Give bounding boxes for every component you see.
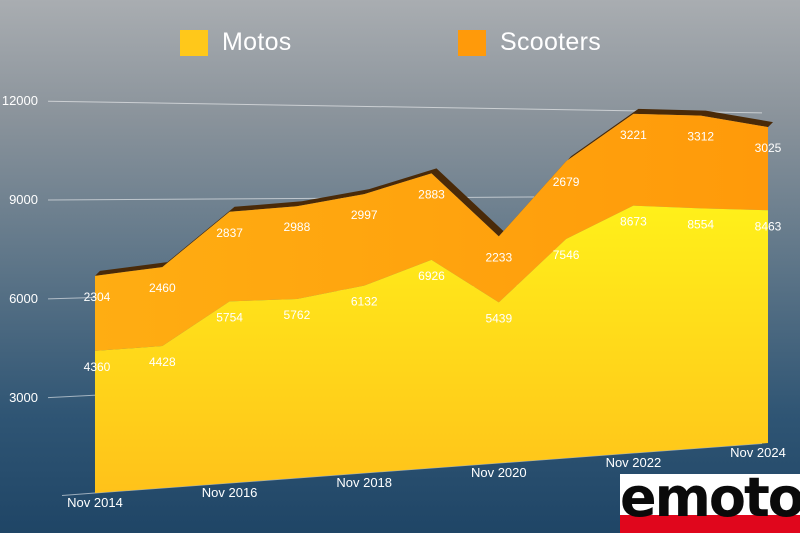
data-label-scooters: 2997 (351, 208, 378, 222)
data-label-scooters: 2460 (149, 281, 176, 295)
data-label-motos: 5762 (284, 308, 311, 322)
legend-label-scooters: Scooters (500, 28, 602, 56)
scooters-area (95, 113, 768, 351)
data-label-motos: 8554 (687, 217, 714, 231)
y-tick-label-9000: 9000 (9, 192, 38, 207)
data-label-motos: 8673 (620, 215, 647, 229)
data-label-motos: 5754 (216, 310, 243, 324)
legend-item-scooters: Scooters (458, 28, 601, 57)
x-tick-label: Nov 2024 (730, 445, 786, 460)
legend-swatch-scooters (458, 29, 486, 56)
data-label-motos: 4360 (84, 360, 111, 374)
data-label-motos: 5439 (485, 311, 512, 325)
data-label-motos: 8463 (755, 219, 782, 233)
data-label-scooters: 2304 (84, 290, 111, 304)
logo-red-band (620, 515, 800, 533)
data-label-motos: 6132 (351, 295, 378, 309)
data-label-motos: 6926 (418, 269, 445, 283)
data-label-scooters: 3312 (687, 130, 714, 144)
data-label-motos: 4428 (149, 355, 176, 369)
data-label-motos: 7546 (553, 248, 580, 262)
y-tick-label-6000: 6000 (9, 291, 38, 306)
legend-label-motos: Motos (222, 28, 292, 56)
x-tick-label: Nov 2016 (202, 485, 258, 500)
emoto-logo: emoto (620, 474, 800, 533)
data-label-scooters: 3221 (620, 128, 647, 142)
motos-area (95, 205, 768, 493)
data-label-scooters: 2837 (216, 226, 243, 240)
legend-swatch-motos (180, 29, 208, 56)
legend: Motos Scooters (0, 28, 800, 58)
logo-text: emoto (620, 474, 800, 529)
data-label-scooters: 2883 (418, 187, 445, 201)
x-tick-label: Nov 2014 (67, 495, 123, 510)
y-tick-label-12000: 12000 (2, 93, 38, 108)
data-label-scooters: 3025 (755, 141, 782, 155)
x-tick-label: Nov 2022 (606, 455, 662, 470)
x-tick-label: Nov 2018 (336, 475, 392, 490)
data-label-scooters: 2233 (485, 250, 512, 264)
data-label-scooters: 2679 (553, 175, 580, 189)
legend-item-motos: Motos (180, 28, 292, 57)
x-tick-label: Nov 2020 (471, 465, 527, 480)
data-label-scooters: 2988 (284, 220, 311, 234)
y-tick-label-3000: 3000 (9, 390, 38, 405)
